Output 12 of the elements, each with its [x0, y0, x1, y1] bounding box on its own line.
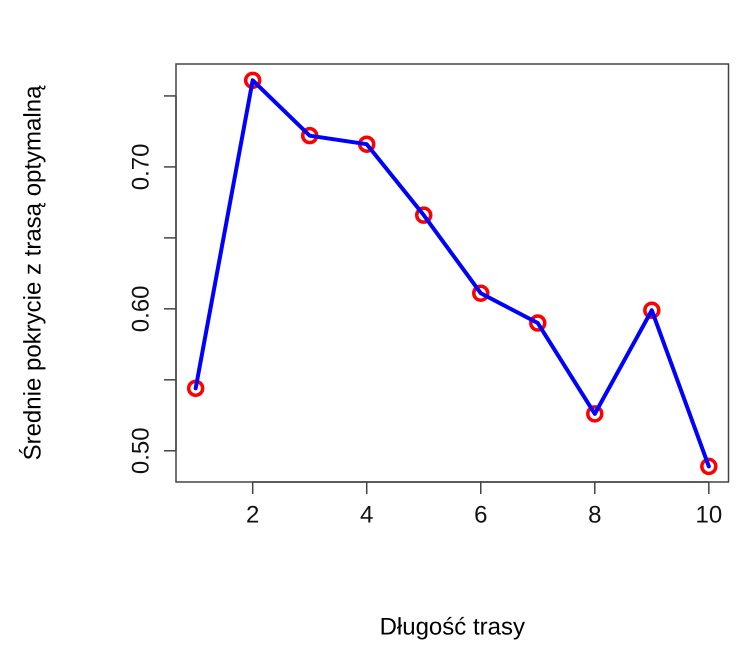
x-tick-label: 4	[360, 502, 374, 529]
y-tick-label: 0.70	[128, 144, 155, 190]
y-axis-title: Średnie pokrycie z trasą optymalną	[18, 84, 47, 460]
y-tick-label: 0.50	[128, 427, 155, 474]
x-tick-label: 8	[588, 502, 602, 529]
y-tick-label: 0.60	[128, 285, 155, 332]
x-tick-label: 2	[246, 502, 260, 529]
point	[700, 458, 718, 476]
x-tick-label: 6	[474, 502, 488, 529]
x-axis-title: Długość trasy	[380, 614, 525, 641]
x-tick-label: 10	[695, 502, 722, 529]
point	[186, 380, 204, 398]
